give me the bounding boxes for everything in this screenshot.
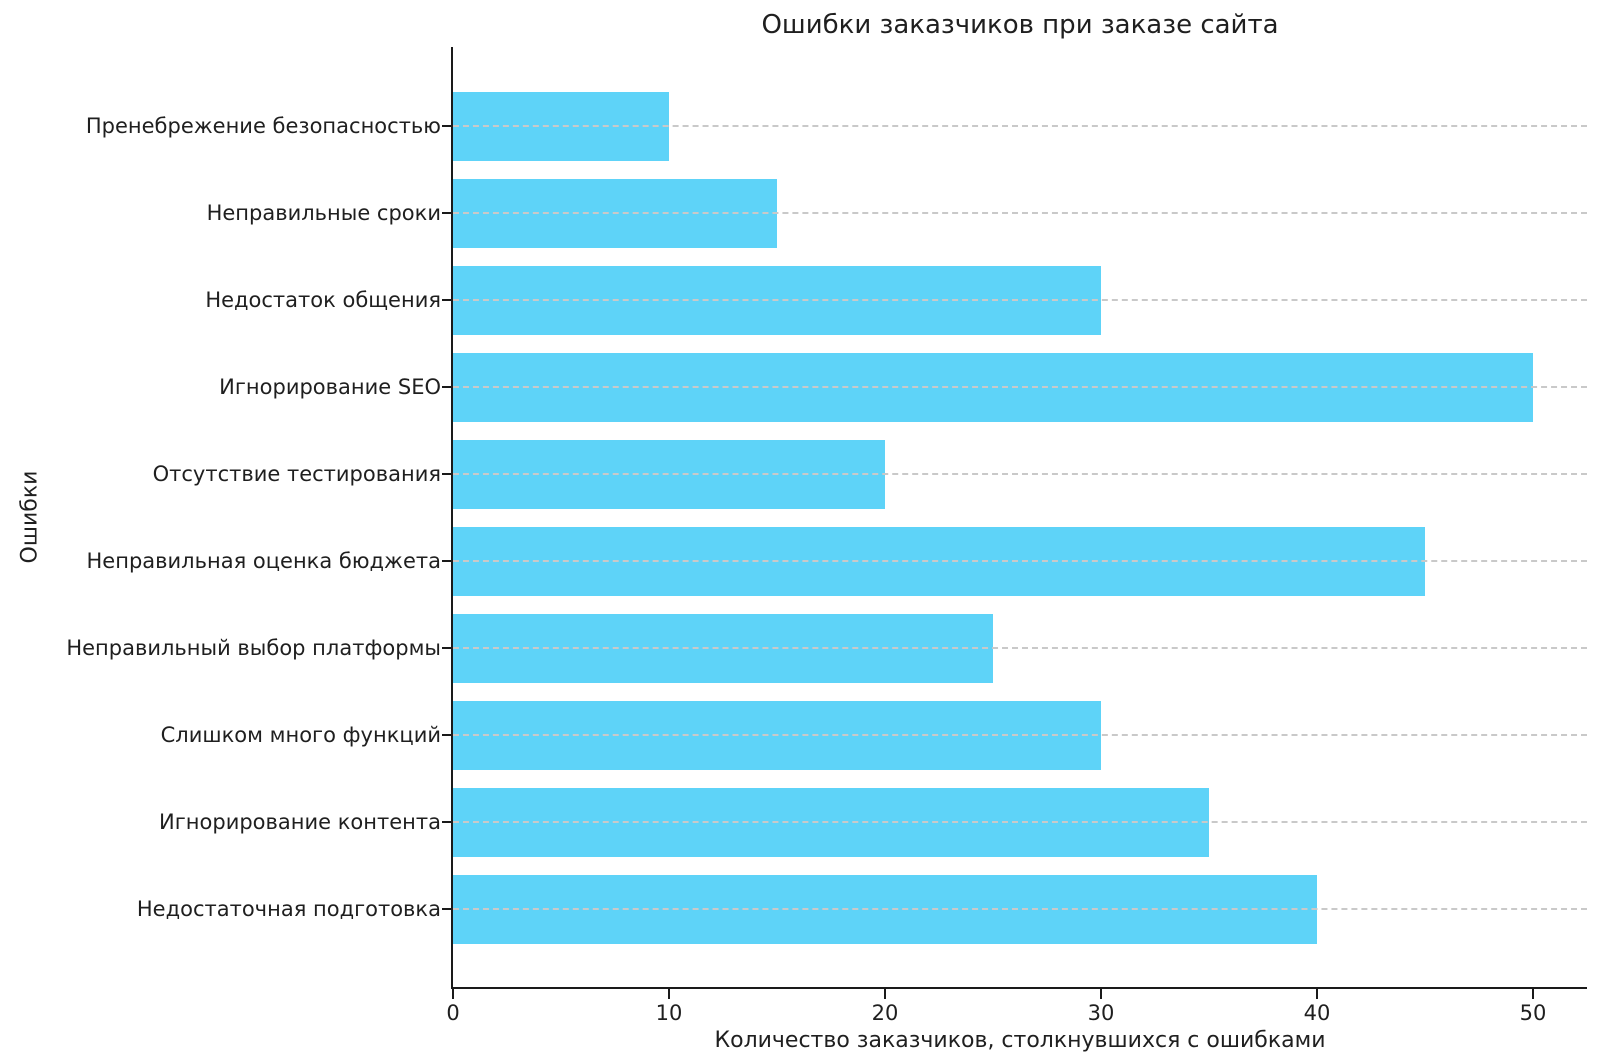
x-tick-mark [1100, 989, 1102, 999]
category-label: Игнорирование контента [159, 810, 441, 834]
x-tick-label: 10 [655, 1001, 683, 1025]
y-tick-mark [442, 299, 451, 301]
x-tick-label: 40 [1303, 1001, 1331, 1025]
y-tick-mark [442, 821, 451, 823]
y-tick-mark [442, 647, 451, 649]
y-tick-mark [442, 212, 451, 214]
category-label: Недостаток общения [205, 288, 441, 312]
category-label: Пренебрежение безопасностью [85, 114, 441, 138]
x-tick-mark [668, 989, 670, 999]
x-tick-mark [452, 989, 454, 999]
category-label: Недостаточная подготовка [136, 897, 441, 921]
y-tick-mark [442, 473, 451, 475]
x-tick-label: 30 [1087, 1001, 1115, 1025]
gridline [453, 821, 1587, 823]
gridline [453, 473, 1587, 475]
x-tick-label: 50 [1519, 1001, 1547, 1025]
category-label: Неправильная оценка бюджета [86, 549, 441, 573]
gridline [453, 908, 1587, 910]
category-label: Неправильный выбор платформы [66, 636, 441, 660]
x-tick-label: 0 [446, 1001, 460, 1025]
category-label: Слишком много функций [160, 723, 441, 747]
x-tick-mark [1532, 989, 1534, 999]
gridline [453, 734, 1587, 736]
plot-area [442, 47, 1587, 989]
gridline [453, 386, 1587, 388]
y-axis-spine [451, 47, 453, 989]
category-label: Отсутствие тестирования [152, 462, 441, 486]
x-tick-mark [1316, 989, 1318, 999]
category-label: Игнорирование SEO [219, 375, 441, 399]
x-tick-mark [884, 989, 886, 999]
y-tick-mark [442, 734, 451, 736]
gridline [453, 647, 1587, 649]
y-tick-mark [442, 908, 451, 910]
gridline [453, 125, 1587, 127]
x-axis-label: Количество заказчиков, столкнувшихся с о… [714, 1028, 1326, 1053]
chart-title: Ошибки заказчиков при заказе сайта [761, 10, 1279, 40]
gridline [453, 299, 1587, 301]
y-tick-mark [442, 386, 451, 388]
category-label: Неправильные сроки [206, 201, 441, 225]
y-tick-mark [442, 560, 451, 562]
y-tick-mark [442, 125, 451, 127]
gridline [453, 560, 1587, 562]
x-axis-spine [451, 987, 1587, 989]
x-tick-label: 20 [871, 1001, 899, 1025]
gridline [453, 212, 1587, 214]
